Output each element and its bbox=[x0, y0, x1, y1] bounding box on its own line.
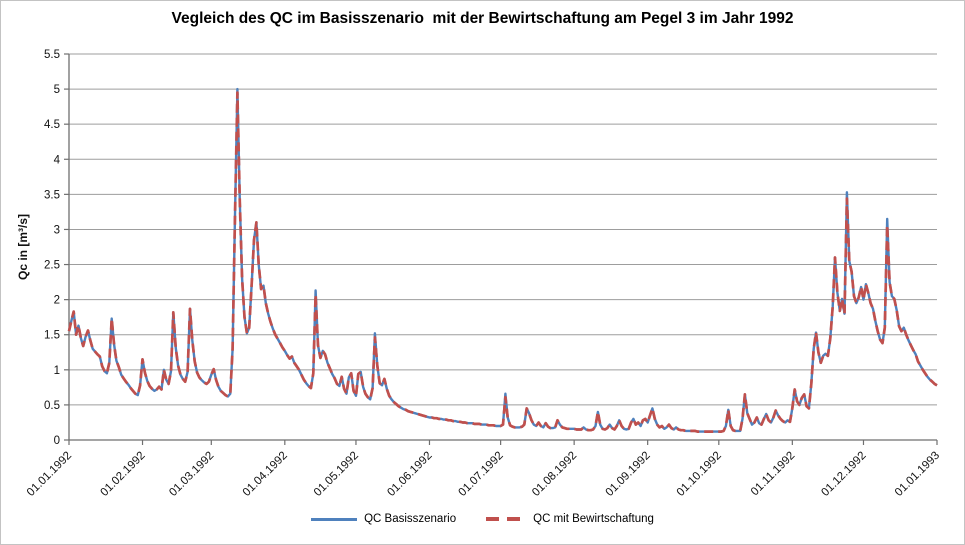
legend-label-basisszenario: QC Basisszenario bbox=[364, 513, 457, 525]
x-tick-label: 01.01.1993 bbox=[893, 450, 942, 499]
legend: QC Basisszenario QC mit Bewirtschaftung bbox=[1, 513, 964, 525]
dashed-line-swatch-icon bbox=[486, 517, 527, 521]
y-tick-label: 1.5 bbox=[44, 330, 60, 342]
y-tick-label: 5.5 bbox=[44, 49, 60, 61]
series-line-basisszenario bbox=[67, 87, 938, 433]
x-tick-label: 01.12.1992 bbox=[819, 450, 868, 499]
y-tick-label: 0.5 bbox=[44, 400, 60, 412]
y-tick-label: 3 bbox=[54, 224, 60, 236]
x-tick-label: 01.07.1992 bbox=[457, 450, 506, 499]
y-tick-label: 2.5 bbox=[44, 260, 60, 272]
y-tick-label: 3.5 bbox=[44, 189, 60, 201]
legend-item-bewirtschaftung: QC mit Bewirtschaftung bbox=[486, 513, 654, 525]
y-tick-label: 1 bbox=[54, 365, 60, 377]
legend-item-basisszenario: QC Basisszenario bbox=[311, 513, 456, 525]
x-tick-label: 01.06.1992 bbox=[385, 450, 434, 499]
y-tick-label: 5 bbox=[54, 84, 60, 96]
x-tick-label: 01.09.1992 bbox=[604, 450, 653, 499]
legend-label-bewirtschaftung: QC mit Bewirtschaftung bbox=[533, 513, 654, 525]
series-line-bewirtschaftung bbox=[67, 91, 938, 433]
y-tick-label: 4 bbox=[54, 154, 61, 166]
y-tick-label: 0 bbox=[54, 435, 60, 447]
x-tick-label: 01.04.1992 bbox=[241, 450, 290, 499]
x-tick-label: 01.01.1992 bbox=[25, 450, 74, 499]
y-tick-label: 2 bbox=[54, 295, 60, 307]
y-tick-label: 4.5 bbox=[44, 119, 60, 131]
x-tick-label: 01.10.1992 bbox=[675, 450, 724, 499]
x-tick-label: 01.02.1992 bbox=[98, 450, 147, 499]
x-tick-label: 01.05.1992 bbox=[312, 450, 361, 499]
x-tick-label: 01.03.1992 bbox=[167, 450, 216, 499]
chart-title: Vegleich des QC im Basisszenario mit der… bbox=[171, 10, 794, 27]
solid-line-swatch-icon bbox=[311, 517, 358, 521]
x-tick-label: 01.08.1992 bbox=[530, 450, 579, 499]
x-tick-label: 01.11.1992 bbox=[749, 450, 798, 499]
y-axis-title: Qc in [m³/s] bbox=[16, 214, 30, 280]
